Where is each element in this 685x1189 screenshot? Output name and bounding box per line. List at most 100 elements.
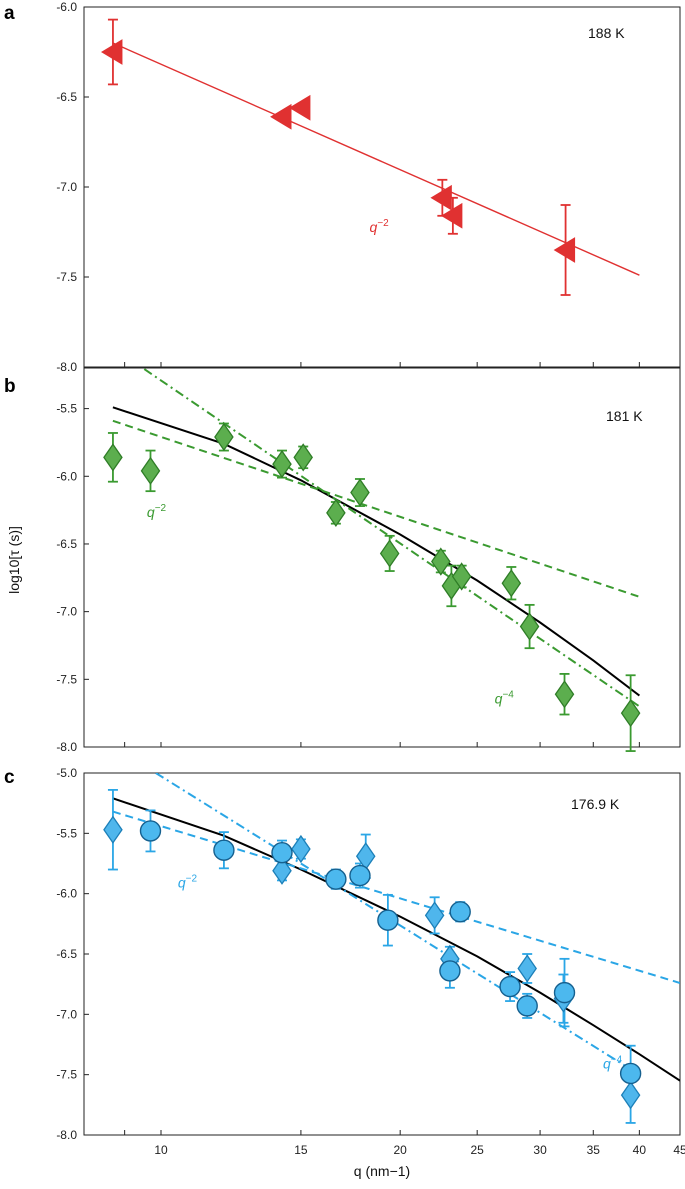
panel-c-marker-circle xyxy=(139,820,162,842)
panel-b-ytick-label: -7.5 xyxy=(56,672,77,686)
panel-c-xtick-label: 10 xyxy=(154,1143,168,1157)
panel-b-marker-diamond xyxy=(379,539,400,568)
panel-b-marker-diamond xyxy=(272,449,292,479)
error-bars xyxy=(107,18,636,1124)
panel-c-marker-circle xyxy=(213,839,235,861)
panel-b-letter: b xyxy=(4,376,16,397)
x-axis-title: q (nm−1) xyxy=(354,1163,410,1179)
data-markers xyxy=(100,39,642,1110)
panel-c-ytick-label: -5.0 xyxy=(56,766,77,780)
panel-a-line-solid xyxy=(112,42,640,276)
panel-b-marker-diamond xyxy=(554,680,575,709)
panel-c-ytick-label: -5.5 xyxy=(56,826,77,840)
panel-c-marker-circle xyxy=(516,995,538,1017)
panel-b-marker-diamond xyxy=(431,547,451,576)
panel-b-marker-diamond xyxy=(293,443,313,472)
panel-a-ytick-label: -7.5 xyxy=(56,270,77,284)
panel-b-ytick-label: -6.5 xyxy=(56,537,77,551)
panel-c-frame xyxy=(83,772,681,1136)
panel-b-annotation-base: q xyxy=(495,691,503,707)
panel-c-marker-circle xyxy=(553,981,576,1004)
panel-c-marker-diamond xyxy=(272,856,292,885)
panel-c-annotation-exp: −4 xyxy=(611,1055,623,1066)
panel-b-marker-diamond xyxy=(620,699,641,728)
panel-c-marker-diamond xyxy=(291,834,311,864)
panel-c-ytick-label: -8.0 xyxy=(56,1128,77,1142)
panel-c-xtick-label: 25 xyxy=(470,1143,484,1157)
panel-c-marker-diamond xyxy=(517,954,537,983)
panel-b-ytick-label: -6.0 xyxy=(56,469,77,483)
panel-b-frame xyxy=(83,367,681,748)
panel-a-annotation: q−2 xyxy=(370,218,390,235)
panel-a-ytick-label: -7.0 xyxy=(56,180,77,194)
panel-a-marker-triangle xyxy=(553,237,576,263)
panel-a-marker-triangle xyxy=(270,103,292,130)
panel-b-marker-diamond xyxy=(451,562,472,591)
panel-c-marker-circle xyxy=(499,975,521,998)
panel-b-temperature-label: 181 K xyxy=(606,408,643,424)
panel-c-annotation: q−2 xyxy=(178,874,198,891)
panel-c-ytick-label: -7.0 xyxy=(56,1007,77,1021)
y-axis-title: log10[τ (s)] xyxy=(6,526,22,594)
panel-c-xtick-label: 45 xyxy=(673,1143,685,1157)
panel-c-ytick-label: -6.5 xyxy=(56,947,77,961)
panel-b-ytick-label: -7.0 xyxy=(56,605,77,619)
panel-c-annotation-base: q xyxy=(178,875,186,891)
panel-a-marker-triangle xyxy=(430,184,452,211)
panel-c-ytick-label: -7.5 xyxy=(56,1068,77,1082)
panel-b-annotation-base: q xyxy=(147,504,155,520)
panel-a-temperature-label: 188 K xyxy=(588,25,625,41)
panel-b-marker-diamond xyxy=(326,498,346,527)
panel-c-marker-circle xyxy=(325,868,347,890)
panel-c-line-dashed xyxy=(112,810,680,984)
panel-b-line-dashdot xyxy=(140,368,640,708)
panel-c-xtick-label: 40 xyxy=(633,1143,647,1157)
panel-c-marker-circle xyxy=(271,841,293,864)
panel-b-annotation: q−2 xyxy=(147,503,167,520)
panel-c-marker-diamond xyxy=(103,815,123,844)
panel-c-annotation-exp: −2 xyxy=(186,874,198,885)
panel-b-line-solid xyxy=(112,406,641,697)
panel-c-marker-circle xyxy=(449,901,471,923)
panel-c-marker-circle xyxy=(377,909,399,931)
panel-b-annotation-exp: −4 xyxy=(502,690,514,701)
panel-a-letter: a xyxy=(4,3,15,24)
panel-a-ytick-label: -8.0 xyxy=(56,360,77,374)
panel-b-ytick-label: -8.0 xyxy=(56,740,77,754)
panel-c-xtick-label: 15 xyxy=(294,1143,308,1157)
panel-a-marker-triangle xyxy=(100,39,123,65)
panel-c-line-solid xyxy=(112,797,680,1082)
panel-a-frame xyxy=(83,6,681,368)
panel-b-annotation-exp: −2 xyxy=(155,503,167,514)
panel-c-marker-diamond xyxy=(620,1081,641,1110)
panel-b-line-dashed xyxy=(112,419,640,598)
panel-b-ytick-label: -5.5 xyxy=(56,402,77,416)
panel-c-xtick-label: 30 xyxy=(533,1143,547,1157)
panel-c-xtick-label: 35 xyxy=(587,1143,601,1157)
panel-c-marker-circle xyxy=(439,960,461,982)
panel-c-xtick-label: 20 xyxy=(393,1143,407,1157)
panel-a-ytick-label: -6.5 xyxy=(56,90,77,104)
panel-a-marker-triangle xyxy=(288,94,311,121)
panel-b-marker-diamond xyxy=(519,612,540,641)
panel-a-annotation-base: q xyxy=(370,219,378,235)
panel-b-marker-diamond xyxy=(214,422,234,452)
panel-a-annotation-exp: −2 xyxy=(377,218,389,229)
panel-b-marker-diamond xyxy=(103,443,123,472)
panel-c-annotation: q−4 xyxy=(603,1055,623,1072)
panel-a-marker-triangle xyxy=(440,202,463,229)
panel-b-marker-diamond xyxy=(350,478,370,507)
panel-c-marker-diamond xyxy=(424,901,445,930)
panel-b-marker-diamond xyxy=(140,456,161,486)
panel-c-annotation-base: q xyxy=(603,1056,611,1072)
panel-a-ytick-label: -6.0 xyxy=(56,0,77,14)
plot-frames xyxy=(83,6,681,1136)
panel-b-annotation: q−4 xyxy=(495,690,515,707)
panel-c-ytick-label: -6.0 xyxy=(56,887,77,901)
panel-c-letter: c xyxy=(4,767,15,788)
panel-c-marker-circle xyxy=(349,864,371,887)
panel-b-marker-diamond xyxy=(501,569,522,598)
panel-c-temperature-label: 176.9 K xyxy=(571,796,620,812)
